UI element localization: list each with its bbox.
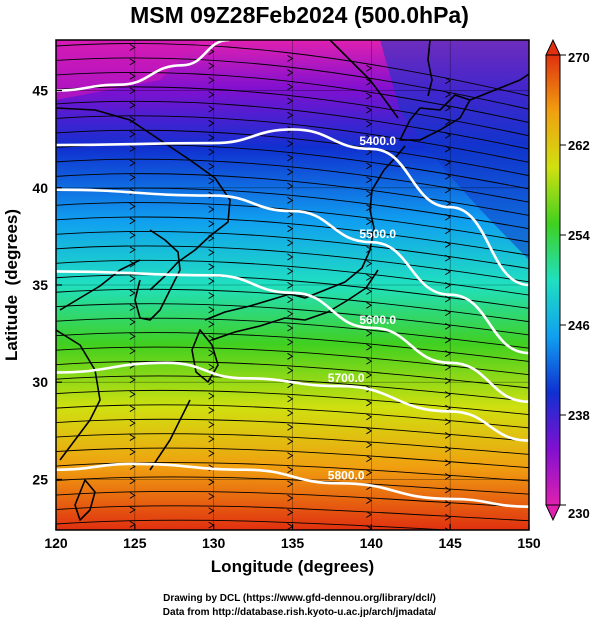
streamline <box>56 57 529 110</box>
colorbar-bottom-arrow <box>545 504 561 522</box>
streamline <box>56 433 529 455</box>
x-tick-label: 120 <box>44 535 68 551</box>
x-axis-title: Longitude (degrees) <box>210 557 375 576</box>
colorbar-bar <box>545 54 561 506</box>
contour-label: 5700.0 <box>328 371 365 385</box>
contour-line-4 <box>56 462 529 508</box>
streamline <box>56 86 529 137</box>
y-tick-label: 35 <box>32 277 48 293</box>
streamline-arrow <box>444 527 450 530</box>
height-contours: 5400.0 5500.0 5600.0 5700.0 5800.0 <box>56 40 529 508</box>
colorbar-top-arrow <box>545 38 561 56</box>
streamline <box>56 332 529 362</box>
china-coast <box>59 259 141 311</box>
footer-credit-line1: Drawing by DCL (https://www.gfd-dennou.o… <box>163 593 436 604</box>
x-tick-label: 125 <box>123 535 147 551</box>
x-tick-label: 130 <box>202 535 226 551</box>
taiwan <box>74 479 96 521</box>
y-axis-title: Latitude (degrees) <box>2 208 21 362</box>
streamline <box>56 274 529 309</box>
streamline <box>56 71 529 123</box>
map-title: MSM 09Z28Feb2024 (500.0hPa) <box>130 2 469 28</box>
streamline <box>56 505 529 522</box>
y-tick-label: 40 <box>32 180 48 196</box>
streamline <box>56 187 529 230</box>
streamline <box>56 173 529 216</box>
y-ticks: 25 30 35 40 45 <box>32 83 62 487</box>
colorbar-tick-label: 254 <box>568 228 590 243</box>
streamline <box>56 360 529 389</box>
hokkaido <box>399 94 471 141</box>
streamline <box>56 317 529 349</box>
korea-coast <box>134 229 181 321</box>
streamline <box>56 490 529 508</box>
contour-label: 5400.0 <box>359 134 396 148</box>
x-tick-label: 145 <box>438 535 462 551</box>
streamline <box>56 346 529 376</box>
y-tick-label: 45 <box>32 83 48 99</box>
streamline <box>56 245 529 283</box>
colorbar: 270 262 254 246 238 230 <box>545 38 590 522</box>
y-tick-label: 25 <box>32 471 48 487</box>
streamline <box>56 303 529 336</box>
ryukyu <box>149 399 191 471</box>
streamline <box>56 418 529 442</box>
streamline <box>56 447 529 469</box>
streamline <box>56 230 529 269</box>
x-tick-label: 135 <box>281 535 305 551</box>
russia-coast <box>329 40 399 119</box>
colorbar-tick-label: 262 <box>568 138 590 153</box>
contour-label: 5600.0 <box>359 313 396 327</box>
asia-coast <box>56 107 231 291</box>
sakhalin <box>427 40 433 97</box>
y-tick-label: 30 <box>32 374 48 390</box>
contour-line-5 <box>56 40 230 92</box>
footer-credit-line2: Data from http://database.rish.kyoto-u.a… <box>162 607 437 618</box>
east-china-coast <box>56 329 101 461</box>
contour-line-3 <box>56 361 529 442</box>
colorbar-tick-label: 238 <box>568 408 590 423</box>
x-ticks: 120 125 130 135 140 145 150 <box>44 524 541 551</box>
streamline <box>56 202 529 243</box>
streamline <box>56 389 529 415</box>
x-tick-label: 150 <box>517 535 541 551</box>
colorbar-tick-label: 246 <box>568 318 590 333</box>
streamline <box>56 43 529 97</box>
contour-line-0 <box>56 128 529 287</box>
streamline <box>56 129 529 177</box>
contour-line-2 <box>56 270 529 403</box>
contour-label: 5500.0 <box>359 227 396 241</box>
map-gridlines <box>56 40 529 530</box>
streamline <box>56 216 529 256</box>
colorbar-tick-label: 270 <box>568 50 590 65</box>
colorbar-tick-label: 230 <box>568 506 590 521</box>
japan-honshu <box>204 145 406 321</box>
contour-line-1 <box>56 188 529 355</box>
x-tick-label: 140 <box>360 535 384 551</box>
streamline <box>56 100 529 150</box>
streamline <box>56 404 529 429</box>
contour-label: 5800.0 <box>328 468 365 482</box>
kyushu <box>191 329 219 383</box>
streamline <box>56 288 529 323</box>
japan-honshu-south <box>211 269 379 341</box>
kuril <box>469 73 529 101</box>
streamline <box>56 158 529 203</box>
streamline <box>56 519 458 530</box>
coastline <box>56 40 529 521</box>
colorbar-ticks: 270 262 254 246 238 230 <box>560 50 590 521</box>
